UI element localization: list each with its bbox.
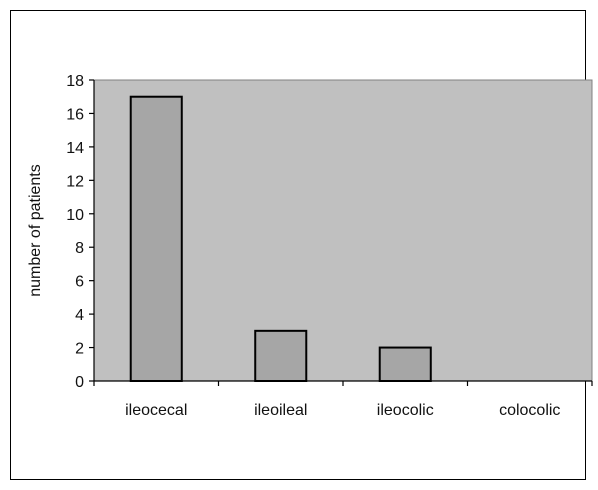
x-tick-label: ileocecal (125, 402, 187, 419)
x-tick-label: colocolic (499, 402, 560, 419)
x-axis: ileocecal ileoileal ileocolic colocolic (93, 380, 593, 419)
y-tick-label: 6 (75, 274, 84, 291)
y-tick-label: 2 (75, 341, 84, 358)
y-tick-label: 4 (75, 307, 84, 324)
y-axis: 0 2 4 6 8 10 12 14 16 18 (66, 73, 95, 391)
bars (129, 95, 432, 383)
y-tick-label: 16 (66, 106, 84, 123)
y-tick-label: 14 (66, 140, 84, 157)
x-tick-label: ileocolic (377, 402, 434, 419)
bar-ileocecal (129, 95, 183, 382)
bar-ileoileal (254, 329, 308, 383)
y-tick-label: 12 (66, 173, 84, 190)
bar-ileocolic (378, 346, 432, 382)
y-tick-label: 0 (75, 374, 84, 391)
x-tick-label: ileoileal (254, 402, 307, 419)
y-axis-title: number of patients (27, 164, 44, 297)
y-tick-label: 8 (75, 240, 84, 257)
y-tick-label: 10 (66, 207, 84, 224)
y-tick-label: 18 (66, 73, 84, 90)
